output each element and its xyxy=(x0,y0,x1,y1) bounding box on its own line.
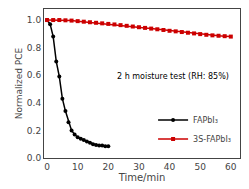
svg-text:Normalized PCE: Normalized PCE xyxy=(14,48,24,120)
svg-text:0.6: 0.6 xyxy=(27,70,42,80)
svg-text:50: 50 xyxy=(194,162,206,172)
svg-text:60: 60 xyxy=(225,162,237,172)
svg-text:3S-FAPbI₃: 3S-FAPbI₃ xyxy=(193,135,231,144)
svg-text:0.4: 0.4 xyxy=(27,98,42,108)
svg-text:0: 0 xyxy=(44,162,50,172)
svg-text:10: 10 xyxy=(72,162,84,172)
svg-text:30: 30 xyxy=(133,162,145,172)
svg-text:0.0: 0.0 xyxy=(27,153,42,163)
svg-text:FAPbI₃: FAPbI₃ xyxy=(193,116,218,125)
svg-text:Time/min: Time/min xyxy=(118,172,166,183)
svg-text:0.8: 0.8 xyxy=(27,43,42,53)
svg-text:40: 40 xyxy=(164,162,176,172)
svg-text:2 h moisture test (RH: 85%): 2 h moisture test (RH: 85%) xyxy=(117,72,229,81)
svg-text:1.0: 1.0 xyxy=(27,15,42,25)
svg-text:20: 20 xyxy=(103,162,115,172)
svg-text:0.2: 0.2 xyxy=(27,126,41,136)
